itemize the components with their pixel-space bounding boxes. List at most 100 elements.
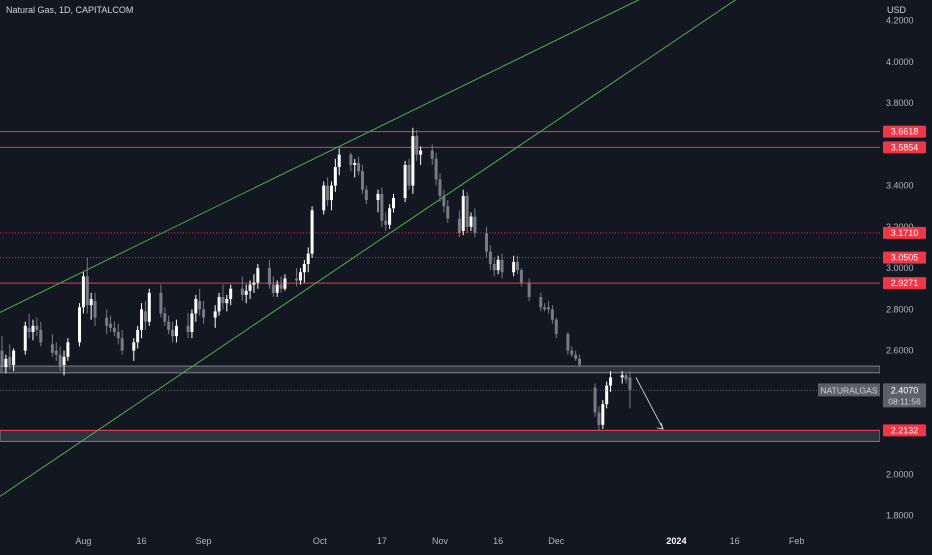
current-price-tag bbox=[883, 383, 926, 408]
candle-body bbox=[628, 377, 632, 390]
candle-body bbox=[329, 185, 333, 201]
time-tick-label: 2024 bbox=[666, 536, 686, 546]
candle-body bbox=[213, 311, 217, 318]
candle-body bbox=[407, 164, 411, 186]
bar-countdown: 08:11:56 bbox=[888, 396, 921, 406]
candle-body bbox=[198, 301, 202, 310]
candle-body bbox=[333, 167, 337, 186]
candle-body bbox=[500, 259, 504, 273]
candle-body bbox=[279, 284, 283, 289]
candle-body bbox=[58, 354, 62, 368]
candle-body bbox=[430, 150, 434, 159]
candle-body bbox=[624, 375, 628, 380]
candle-body bbox=[12, 350, 16, 366]
candle-body bbox=[419, 150, 423, 155]
candle-body bbox=[23, 325, 27, 351]
candle-body bbox=[349, 154, 353, 165]
candle-body bbox=[93, 301, 97, 318]
candle-body bbox=[492, 263, 496, 271]
candle-body bbox=[39, 329, 43, 343]
candle-body bbox=[337, 154, 341, 168]
price-level-tag-label: 3.0505 bbox=[891, 253, 919, 263]
candle-body bbox=[143, 311, 147, 322]
candle-body bbox=[605, 385, 609, 405]
price-level-tag bbox=[883, 141, 926, 154]
price-tick-label: 3.4000 bbox=[886, 181, 914, 191]
time-tick-label: 16 bbox=[137, 536, 147, 546]
candle-body bbox=[306, 253, 310, 264]
chart-title: Natural Gas, 1D, CAPITALCOM bbox=[6, 5, 134, 15]
candle-body bbox=[225, 299, 229, 304]
symbol-tag bbox=[818, 383, 880, 397]
price-tick-label: 3.8000 bbox=[886, 98, 914, 108]
candlestick-chart[interactable]: NATURALGAS bbox=[0, 0, 881, 530]
candle-body bbox=[171, 329, 175, 337]
candle-body bbox=[132, 342, 136, 351]
candle-body bbox=[298, 272, 302, 281]
candle-body bbox=[310, 210, 314, 254]
price-scale[interactable]: 4.20004.00003.80003.40003.20003.00002.80… bbox=[880, 0, 932, 530]
price-tick-label: 4.0000 bbox=[886, 57, 914, 67]
time-scale[interactable]: Aug 16 Sep Oct 17 Nov 16 Dec 2024 16 Feb bbox=[0, 530, 880, 550]
candle-body bbox=[446, 206, 450, 219]
candle-body bbox=[488, 251, 492, 264]
candle-body bbox=[50, 344, 54, 353]
current-price-value: 2.4070 bbox=[891, 385, 919, 395]
candle-body bbox=[202, 309, 206, 318]
candle-body bbox=[244, 290, 248, 295]
price-level-tag-label: 2.9271 bbox=[891, 278, 919, 288]
candle-body bbox=[167, 321, 171, 330]
candle-body bbox=[252, 282, 256, 285]
candle-body bbox=[415, 136, 419, 155]
candle-body bbox=[469, 216, 473, 227]
candle-body bbox=[376, 193, 380, 201]
time-axis: Aug 16 Sep Oct 17 Nov 16 Dec 2024 16 Feb bbox=[75, 536, 804, 546]
price-tick-label: 2.0000 bbox=[886, 469, 914, 479]
projection-arrow bbox=[635, 377, 664, 430]
candle-body bbox=[8, 356, 12, 366]
candle-body bbox=[516, 261, 520, 271]
candle-body bbox=[105, 317, 109, 326]
candle-body bbox=[609, 377, 613, 386]
candle-body bbox=[357, 162, 361, 172]
candle-body bbox=[275, 284, 279, 293]
currency-label[interactable]: USD bbox=[886, 5, 906, 15]
candle-body bbox=[163, 313, 167, 322]
time-tick-label: 17 bbox=[377, 536, 387, 546]
candle-body bbox=[302, 263, 306, 273]
candle-body bbox=[527, 282, 531, 297]
candle-body bbox=[380, 193, 384, 221]
candle-body bbox=[519, 270, 523, 283]
candle-body bbox=[283, 278, 287, 289]
candle-body bbox=[221, 296, 225, 304]
candle-body bbox=[442, 195, 446, 207]
candle-body bbox=[570, 350, 574, 355]
price-tick-label: 3.0000 bbox=[886, 263, 914, 273]
candle-body bbox=[31, 325, 35, 333]
candle-body bbox=[512, 261, 516, 273]
candle-body bbox=[140, 309, 144, 330]
candle-body bbox=[109, 323, 113, 328]
candle-body bbox=[78, 307, 82, 343]
candle-body bbox=[229, 288, 233, 300]
candle-body bbox=[496, 259, 500, 271]
candle-body bbox=[403, 164, 407, 198]
candle-body bbox=[578, 358, 582, 366]
candle-body bbox=[27, 327, 31, 333]
candle-body bbox=[147, 292, 151, 322]
projection-arrowhead bbox=[656, 422, 664, 430]
candle-body bbox=[89, 299, 93, 306]
chart-background bbox=[0, 0, 880, 530]
time-tick-label: Dec bbox=[548, 536, 565, 546]
candle-body bbox=[554, 319, 558, 335]
axis-corner bbox=[880, 530, 932, 550]
candle-body bbox=[4, 358, 8, 368]
candle-body bbox=[360, 171, 364, 190]
chart-plot-area[interactable]: NATURALGAS Natural Gas, 1D, CAPITALCOM bbox=[0, 0, 881, 530]
time-tick-label: Sep bbox=[196, 536, 212, 546]
candle-body bbox=[411, 136, 415, 186]
candle-body bbox=[186, 325, 190, 333]
candle-body bbox=[256, 268, 260, 283]
candle-body bbox=[353, 162, 357, 165]
candle-body bbox=[539, 296, 543, 308]
